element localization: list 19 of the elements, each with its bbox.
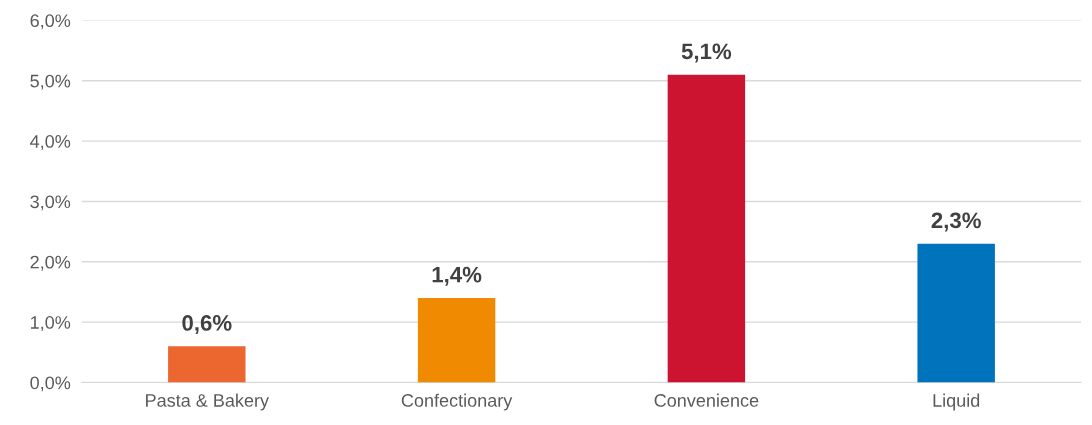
- x-tick-label: Convenience: [654, 393, 759, 407]
- y-tick-label: 5,0%: [30, 74, 71, 90]
- y-tick-label: 4,0%: [30, 135, 71, 150]
- y-tick-label: 1,0%: [31, 316, 71, 331]
- x-tick-label: Liquid: [933, 393, 980, 411]
- bar: [917, 243, 995, 383]
- y-tick-label: 3,0%: [30, 195, 71, 211]
- data-label: 0,6%: [182, 315, 232, 335]
- data-label: 1,4%: [432, 266, 482, 286]
- x-tick-label: Pasta & Bakery: [146, 393, 269, 411]
- y-tick-label: 0,0%: [30, 376, 71, 392]
- data-label: 2,3%: [931, 212, 981, 232]
- y-tick-label: 6,0%: [30, 14, 71, 30]
- bar: [168, 346, 246, 383]
- y-tick-label: 2,0%: [30, 255, 71, 271]
- bar: [667, 74, 746, 383]
- data-label: 5,1%: [681, 43, 732, 63]
- bar: [417, 298, 496, 383]
- x-tick-label: Confectionary: [401, 393, 513, 411]
